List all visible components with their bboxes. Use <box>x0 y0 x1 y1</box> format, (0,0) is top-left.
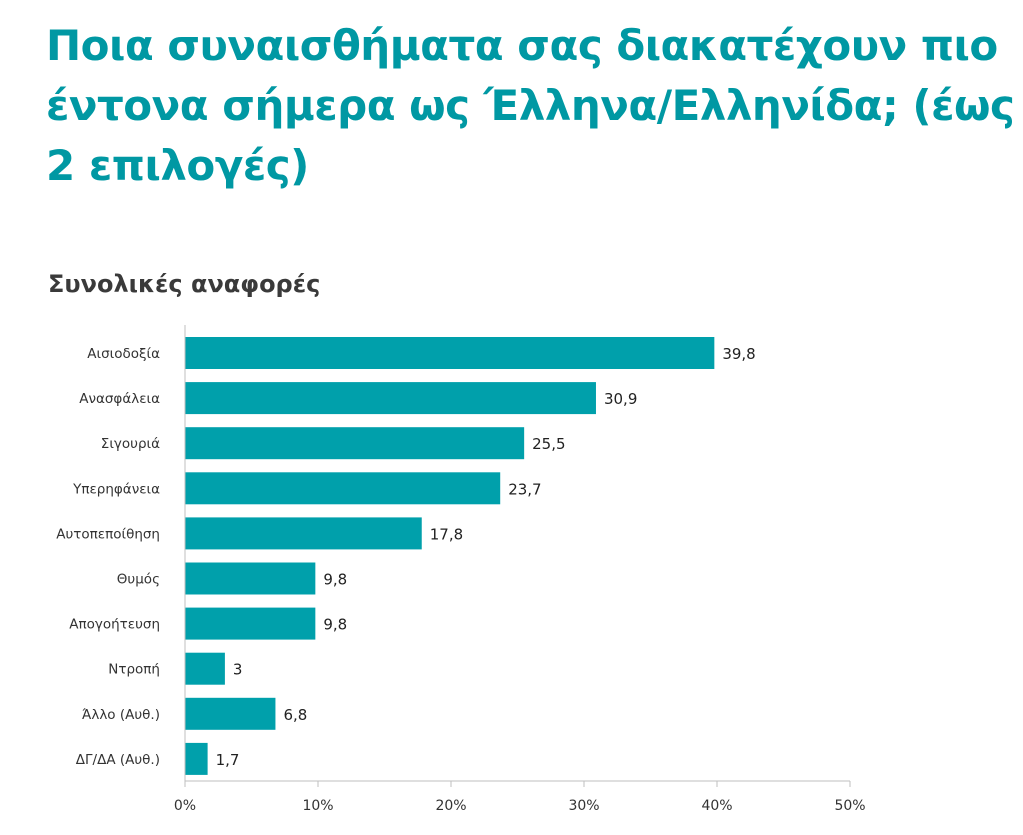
category-label: Απογοήτευση <box>69 617 160 633</box>
category-label: Θυμός <box>117 572 160 588</box>
value-label: 9,8 <box>323 571 347 589</box>
category-label: ΔΓ/ΔΑ (Αυθ.) <box>76 752 160 768</box>
category-label: Αισιοδοξία <box>87 346 160 362</box>
bar <box>185 742 208 775</box>
x-tick-label: 50% <box>834 798 865 814</box>
value-label: 3 <box>233 661 243 679</box>
category-label: Ντροπή <box>108 662 160 678</box>
category-label: Σιγουριά <box>101 436 160 452</box>
bar <box>185 517 422 550</box>
value-label: 6,8 <box>283 706 307 724</box>
bar <box>185 427 525 460</box>
value-label: 30,9 <box>604 390 637 408</box>
value-label: 1,7 <box>216 751 240 769</box>
chart-subtitle: Συνολικές αναφορές <box>48 270 321 298</box>
chart-title: Ποια συναισθήματα σας διακατέχουν πιο έν… <box>46 21 1015 190</box>
bar <box>185 607 316 640</box>
category-label: Άλλο (Αυθ.) <box>82 707 160 723</box>
x-tick-label: 30% <box>568 798 599 814</box>
bar <box>185 697 276 730</box>
bar <box>185 382 596 415</box>
value-label: 25,5 <box>532 435 565 453</box>
bar <box>185 652 225 685</box>
value-label: 23,7 <box>508 480 541 498</box>
category-label: Υπερηφάνεια <box>72 481 160 497</box>
x-tick-label: 40% <box>701 798 732 814</box>
bar <box>185 472 501 505</box>
x-tick-label: 0% <box>174 798 196 814</box>
category-label: Αυτοπεποίθηση <box>56 526 160 542</box>
x-tick-label: 20% <box>435 798 466 814</box>
x-tick-label: 10% <box>302 798 333 814</box>
bar <box>185 337 715 369</box>
value-label: 9,8 <box>323 616 347 634</box>
value-label: 39,8 <box>722 345 755 363</box>
axis-layer: 0% 10% 20% 30% 40% 50% <box>174 325 866 814</box>
category-label: Ανασφάλεια <box>79 391 160 407</box>
value-label: 17,8 <box>430 525 463 543</box>
bar <box>185 562 316 595</box>
